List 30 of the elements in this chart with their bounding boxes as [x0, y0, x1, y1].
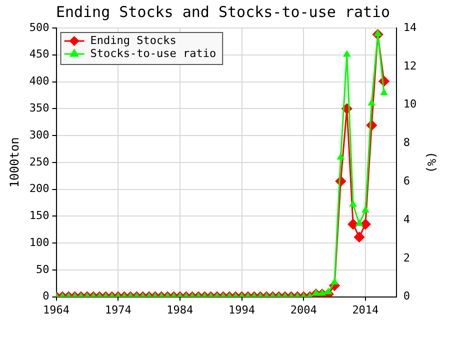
y-tick-label: 350 — [29, 102, 50, 114]
x-tick-label: 2004 — [290, 303, 318, 316]
y-tick-label: 450 — [29, 48, 50, 61]
legend-label: Stocks-to-use ratio — [90, 46, 216, 60]
chart-title: Ending Stocks and Stocks-to-use ratio — [56, 2, 390, 21]
y-tick-label: 300 — [29, 128, 50, 142]
y2-tick-label: 4 — [403, 212, 410, 226]
x-tick-label: 2014 — [352, 303, 380, 316]
y-tick-label: 0 — [42, 290, 50, 303]
legend-label: Ending Stocks — [90, 34, 176, 47]
y-tick-label: 500 — [29, 20, 50, 34]
y-tick-label: 50 — [36, 262, 50, 276]
y2-axis-title: (%) — [424, 152, 439, 174]
y-tick-label: 100 — [29, 236, 50, 249]
y2-tick-label: 0 — [403, 290, 410, 303]
y-axis-title: 1000ton — [7, 137, 22, 188]
y2-tick-label: 10 — [403, 98, 417, 111]
x-tick-label: 1974 — [104, 303, 132, 316]
x-tick-label: 1984 — [166, 303, 194, 316]
y2-tick-label: 6 — [403, 174, 410, 188]
x-tick-label: 1964 — [43, 303, 70, 316]
y2-tick-label: 12 — [403, 59, 417, 72]
y2-tick-label: 8 — [403, 136, 410, 150]
y2-tick-label: 2 — [403, 251, 410, 264]
x-tick-label: 1994 — [228, 303, 256, 316]
y-tick-label: 250 — [29, 155, 50, 168]
y-tick-label: 200 — [29, 182, 50, 196]
y-tick-label: 150 — [29, 209, 50, 222]
y2-tick-label: 14 — [403, 20, 417, 34]
y-tick-label: 400 — [29, 74, 50, 88]
